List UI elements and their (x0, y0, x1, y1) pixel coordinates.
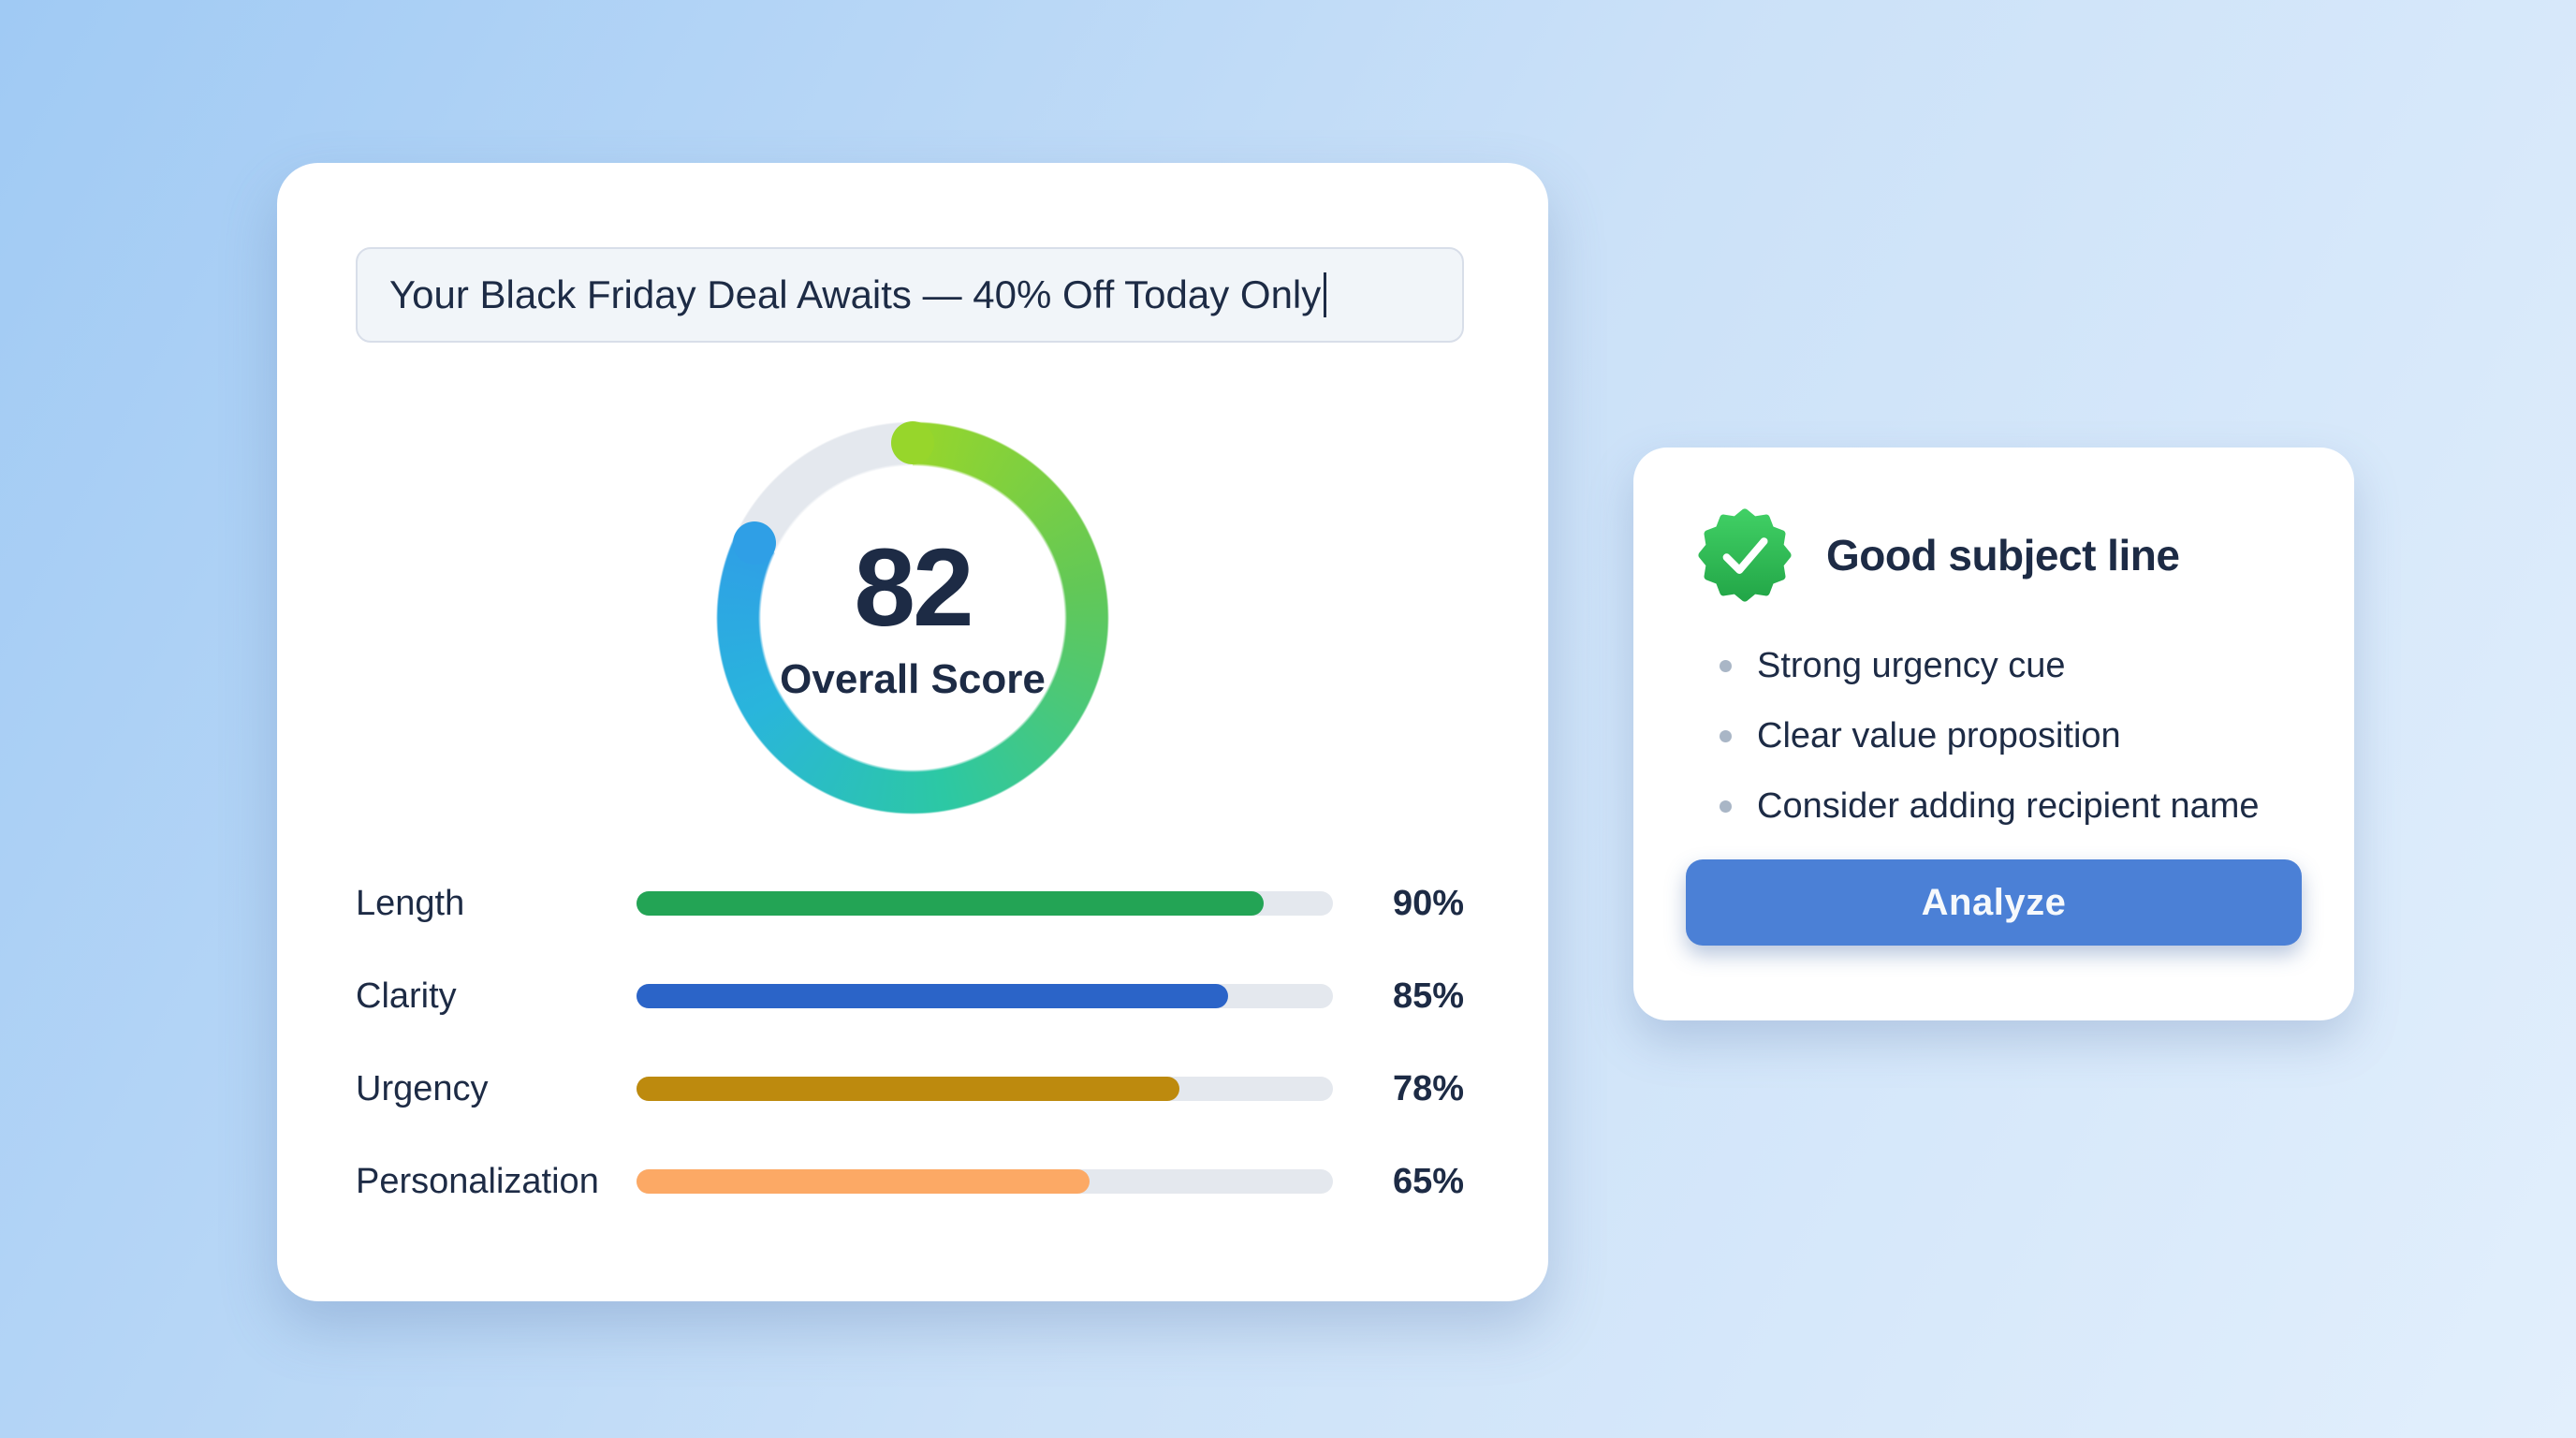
gauge-center: 82 Overall Score (763, 468, 1062, 768)
bullet-dot-icon (1720, 729, 1732, 742)
gauge-ring (716, 421, 1109, 814)
feedback-card: Good subject line Strong urgency cue Cle… (1633, 448, 2354, 1020)
metric-fill (637, 891, 1264, 916)
text-caret (1324, 272, 1327, 317)
bullet-item: Strong urgency cue (1720, 642, 2260, 689)
check-seal-icon (1698, 508, 1792, 602)
metric-row-personalization: Personalization 65% (356, 1160, 1464, 1203)
metric-fill (637, 1077, 1180, 1101)
bullet-dot-icon (1720, 800, 1732, 813)
feedback-header: Good subject line (1691, 502, 2180, 609)
metric-bars: Length 90% Clarity 85% Urgency 78% (356, 882, 1464, 1253)
metric-track (637, 891, 1333, 916)
metric-value: 85% (1392, 976, 1464, 1016)
metric-track (637, 984, 1333, 1008)
metric-value: 90% (1392, 883, 1464, 923)
gauge-start-cap (891, 421, 934, 464)
metric-row-urgency: Urgency 78% (356, 1067, 1464, 1110)
bullet-text: Clear value proposition (1757, 715, 2121, 756)
metric-row-clarity: Clarity 85% (356, 975, 1464, 1018)
metric-label: Urgency (356, 1068, 489, 1108)
bullet-text: Consider adding recipient name (1757, 785, 2260, 826)
bullet-dot-icon (1720, 659, 1732, 672)
feedback-title: Good subject line (1826, 531, 2180, 580)
metric-fill (637, 1169, 1090, 1194)
overall-score-value: 82 (854, 526, 973, 650)
metric-row-length: Length 90% (356, 882, 1464, 925)
metric-value: 65% (1392, 1161, 1464, 1201)
metric-track (637, 1169, 1333, 1194)
metric-track (637, 1077, 1333, 1101)
overall-score-gauge: 82 Overall Score (716, 421, 1109, 814)
subject-line-text: Your Black Friday Deal Awaits — 40% Off … (389, 272, 1322, 316)
subject-line-input[interactable]: Your Black Friday Deal Awaits — 40% Off … (356, 247, 1464, 343)
metric-fill (637, 984, 1229, 1008)
gauge-end-cap (732, 521, 776, 565)
metric-label: Personalization (356, 1161, 599, 1201)
analyze-button[interactable]: Analyze (1686, 859, 2302, 946)
subject-analyzer-card: Your Black Friday Deal Awaits — 40% Off … (277, 163, 1548, 1301)
bullet-item: Consider adding recipient name (1720, 783, 2260, 829)
bullet-text: Strong urgency cue (1757, 645, 2066, 685)
metric-label: Clarity (356, 976, 457, 1016)
metric-value: 78% (1392, 1068, 1464, 1108)
overall-score-label: Overall Score (780, 656, 1046, 702)
metric-label: Length (356, 883, 465, 923)
bullet-item: Clear value proposition (1720, 712, 2260, 759)
feedback-bullet-list: Strong urgency cue Clear value propositi… (1720, 642, 2260, 853)
